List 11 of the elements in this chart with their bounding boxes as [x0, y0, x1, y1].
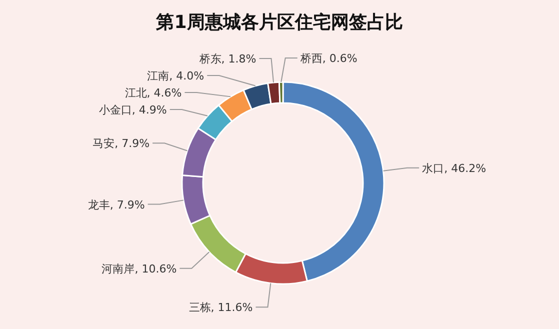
slice-label: 桥东, 1.8%: [198, 52, 256, 66]
slice-label: 江南, 4.0%: [147, 70, 204, 83]
slice-label: 小金口, 4.9%: [98, 104, 167, 117]
slice-label: 河南岸, 10.6%: [102, 262, 177, 276]
slice-label: 马安, 7.9%: [92, 137, 150, 150]
slice-label: 桥西, 0.6%: [299, 52, 358, 66]
chart-title: 第1周惠城各片区住宅网签占比: [155, 12, 403, 33]
slice-label: 三栋, 11.6%: [188, 301, 253, 314]
slice-label: 江北, 4.6%: [124, 86, 182, 100]
slice-label: 水口, 46.2%: [422, 162, 486, 175]
slice-label: 龙丰, 7.9%: [88, 198, 145, 212]
